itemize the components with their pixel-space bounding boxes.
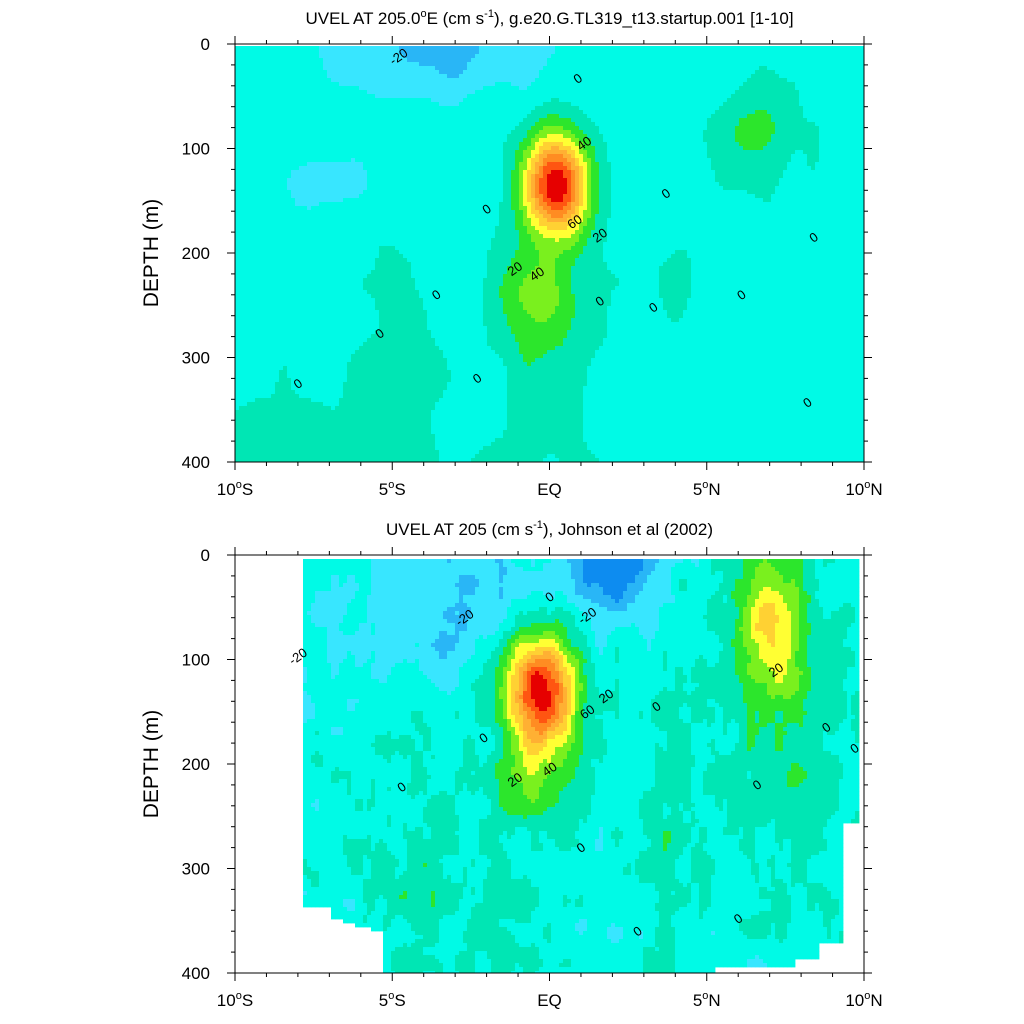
panel-observations: 0 100 200 300 400 10oS 5oS EQ 5oN 10oN DEPTH (m) UV…: [140, 519, 883, 1010]
panel-model: 0 100 200 300 400 10oS 5oS EQ 5oN 10oN DEPTH (m) UV…: [140, 8, 883, 499]
x-tick-label: 5oS: [379, 479, 406, 499]
contour-fill: [235, 46, 864, 462]
axis-ticks: [227, 547, 872, 981]
contour-label: 40: [539, 759, 559, 780]
axis-ticks: [227, 36, 872, 470]
y-tick-label: 100: [182, 140, 210, 159]
contour-label: 60: [577, 701, 597, 722]
y-tick-label: 300: [182, 860, 210, 879]
y-tick-label: 0: [201, 35, 210, 54]
x-tick-label: 10oS: [217, 479, 253, 499]
contour-label: 40: [527, 264, 547, 285]
y-tick-label: 400: [182, 964, 210, 983]
x-tick-label: EQ: [537, 991, 562, 1010]
y-axis-label: DEPTH (m): [140, 199, 163, 308]
y-tick-label: 200: [182, 755, 210, 774]
contour-label: 20: [596, 686, 616, 707]
chart-title: UVEL AT 205 (cm s-1), Johnson et al (200…: [386, 519, 713, 539]
x-tick-label: 10oN: [845, 479, 882, 499]
chart-title: UVEL AT 205.0oE (cm s-1), g.e20.G.TL319_…: [305, 8, 793, 28]
x-tick-label: 5oN: [693, 479, 721, 499]
y-tick-label: 200: [182, 244, 210, 263]
contour-label: 40: [574, 133, 594, 154]
contour-fill: [303, 559, 860, 973]
contour-label: 20: [505, 258, 525, 279]
contour-label: 20: [505, 769, 525, 790]
contour-label: 20: [766, 660, 786, 681]
x-tick-label: 5oS: [379, 990, 406, 1010]
x-tick-label: 10oS: [217, 990, 253, 1010]
x-tick-label: EQ: [537, 480, 562, 499]
y-tick-label: 0: [201, 546, 210, 565]
y-axis-label: DEPTH (m): [140, 710, 163, 819]
contour-label: 20: [590, 225, 610, 246]
y-tick-label: 100: [182, 651, 210, 670]
x-tick-label: 10oN: [845, 990, 882, 1010]
y-tick-label: 300: [182, 349, 210, 368]
y-tick-label: 400: [182, 453, 210, 472]
contour-label: 60: [564, 211, 584, 232]
x-tick-label: 5oN: [693, 990, 721, 1010]
